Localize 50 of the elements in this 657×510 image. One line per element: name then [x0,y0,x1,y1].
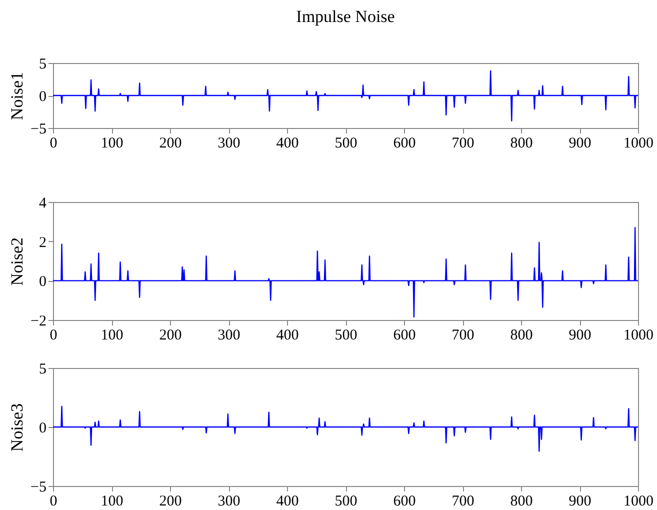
x-tick-label: 600 [393,328,416,344]
x-tick-label: 700 [452,328,474,344]
x-tick-label: 100 [100,494,124,510]
x-tick-label: 700 [452,136,474,152]
x-tick-label: 600 [393,494,416,510]
x-tick-label: 800 [510,136,533,152]
y-tick-label: 0 [39,274,46,290]
x-tick-label: 300 [218,328,240,344]
x-tick-label: 0 [50,494,58,510]
x-tick-label: 200 [159,328,182,344]
x-tick-label: 600 [393,136,416,152]
y-axis-title: Noise2 [8,237,27,286]
y-tick-label: 4 [39,196,47,212]
y-axis-title: Noise3 [8,403,27,452]
x-tick-label: 0 [50,328,58,344]
y-tick-label: 0 [39,420,46,436]
x-tick-label: 400 [276,328,299,344]
x-tick-label: 100 [100,136,124,152]
x-tick-label: 900 [568,136,592,152]
x-tick-label: 900 [568,494,592,510]
chart-title: Impulse Noise [296,7,395,26]
x-tick-label: 800 [510,494,533,510]
x-tick-label: 100 [100,328,124,344]
y-tick-label: −2 [30,314,46,330]
x-tick-label: 300 [218,494,240,510]
line-series [52,406,639,452]
x-tick-label: 800 [510,328,533,344]
y-tick-label: 5 [39,362,46,378]
y-tick-label: −5 [30,480,46,496]
x-tick-label: 500 [334,328,358,344]
x-tick-label: 700 [452,494,474,510]
x-tick-label: 200 [159,494,182,510]
x-tick-label: 1000 [624,494,654,510]
y-tick-label: 2 [39,234,46,251]
x-tick-label: 1000 [624,328,654,344]
x-tick-label: 500 [334,136,358,152]
x-tick-label: 500 [334,494,358,510]
line-series [52,226,639,318]
x-tick-label: 900 [568,328,592,344]
y-tick-label: −5 [30,122,46,138]
x-tick-label: 300 [218,136,240,152]
x-tick-label: 0 [50,136,58,152]
y-tick-label: 0 [39,89,46,105]
line-series [52,70,639,122]
x-tick-label: 400 [276,136,299,152]
x-tick-label: 400 [276,494,299,510]
y-axis-title: Noise1 [8,72,27,120]
x-tick-label: 200 [159,136,182,152]
x-tick-label: 1000 [624,136,654,152]
y-tick-label: 5 [39,56,46,72]
